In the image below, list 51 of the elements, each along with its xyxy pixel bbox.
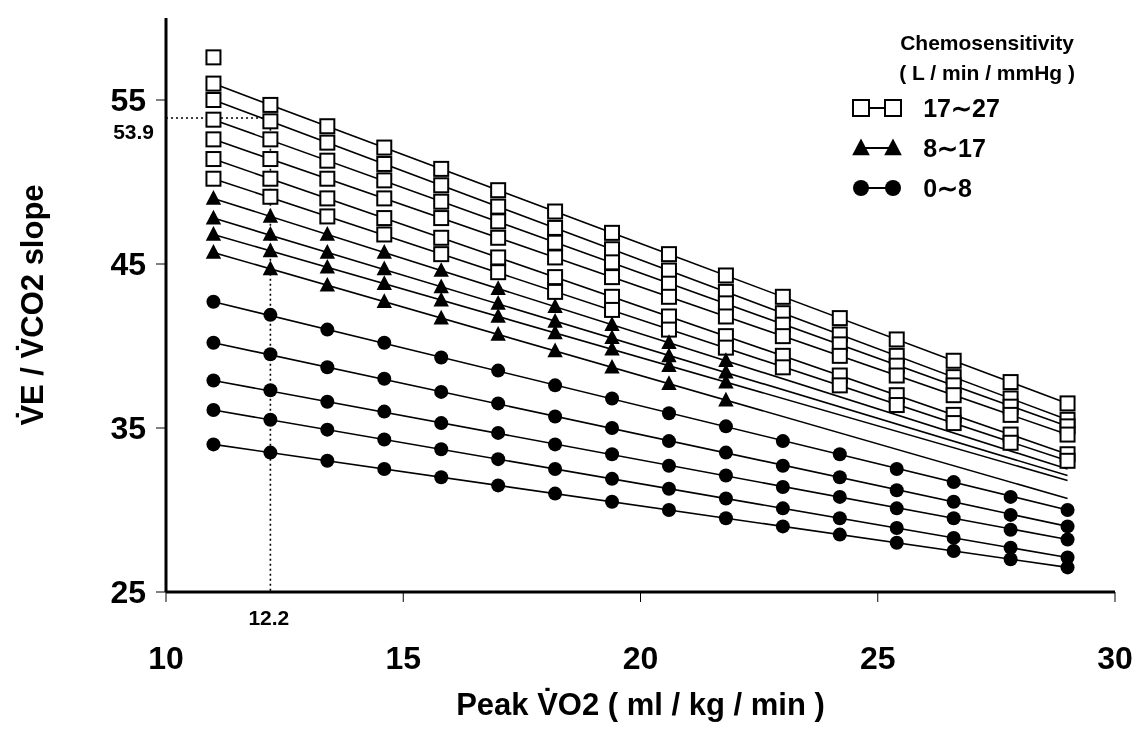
point	[718, 391, 734, 407]
y-axis-title: V̇E / V̇CO2 slope	[14, 184, 51, 426]
legend-label: 8∼17	[923, 133, 986, 163]
point	[661, 334, 677, 350]
point	[205, 209, 222, 225]
point	[262, 226, 279, 241]
y-tick-label: 35	[110, 410, 146, 447]
point	[547, 313, 563, 328]
point	[205, 190, 222, 205]
point	[490, 280, 506, 295]
point	[205, 226, 222, 241]
point	[433, 291, 449, 307]
y-tick-label: 45	[110, 246, 146, 283]
x-axis-title: Peak V̇O2 ( ml / kg / min )	[456, 686, 825, 722]
point	[319, 244, 336, 259]
legend-label: 0∼8	[923, 173, 973, 203]
x-tick-label: 25	[859, 639, 896, 676]
point	[319, 226, 336, 241]
annotation: 12.2	[248, 606, 290, 630]
x-tick-label: 30	[1097, 639, 1133, 676]
point	[205, 244, 222, 259]
point	[376, 275, 392, 290]
point	[547, 342, 563, 358]
x-tick-label: 15	[385, 639, 422, 676]
point	[604, 316, 620, 331]
legend-title: Chemosensitivity ( L / min / mmHg )	[899, 30, 1075, 86]
point	[376, 244, 392, 259]
point	[262, 260, 279, 276]
point	[661, 375, 677, 391]
annotation: 53.9	[113, 120, 154, 145]
y-tick-label: 25	[110, 574, 146, 611]
point	[376, 260, 392, 276]
point	[376, 293, 392, 309]
point	[319, 258, 336, 274]
point	[547, 298, 563, 313]
point	[433, 262, 449, 277]
point	[433, 309, 449, 325]
point	[718, 352, 734, 368]
point	[262, 242, 279, 258]
point	[433, 278, 449, 294]
point	[319, 276, 336, 292]
y-tick-label: 55	[110, 82, 146, 119]
x-tick-label: 20	[622, 639, 659, 676]
point	[604, 358, 620, 374]
legend-label: 17∼27	[923, 93, 1000, 123]
point	[262, 208, 279, 223]
point	[604, 329, 620, 345]
point	[490, 326, 506, 341]
point	[490, 308, 506, 323]
point	[490, 294, 506, 310]
x-tick-label: 10	[148, 639, 184, 676]
